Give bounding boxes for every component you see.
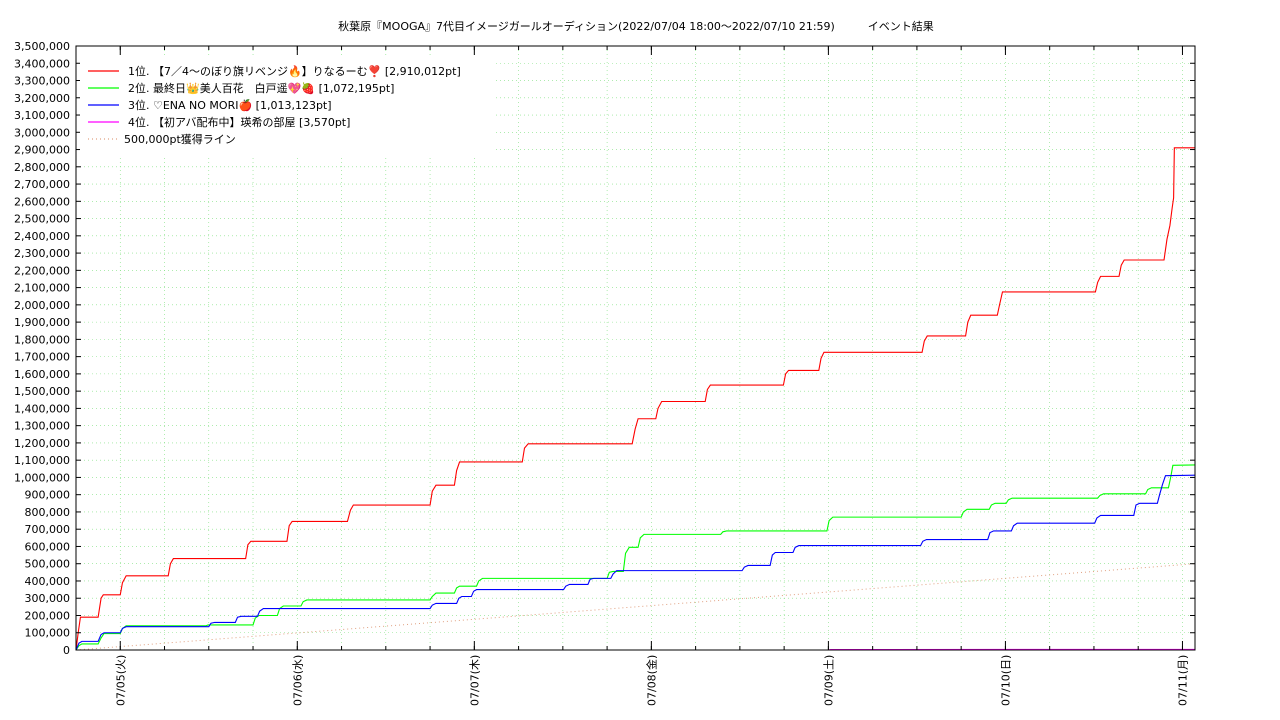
x-tick-label: 07/07(木)	[468, 655, 481, 706]
y-tick-label: 2,900,000	[14, 144, 70, 157]
chart-title: 秋葉原『MOOGA』7代目イメージガールオーディション(2022/07/04 1…	[338, 19, 934, 33]
legend-label-5: 500,000pt獲得ライン	[124, 133, 236, 146]
y-tick-label: 2,200,000	[14, 264, 70, 277]
y-tick-label: 1,900,000	[14, 316, 70, 329]
y-tick-label: 1,700,000	[14, 351, 70, 364]
y-tick-label: 2,300,000	[14, 247, 70, 260]
y-tick-label: 2,600,000	[14, 195, 70, 208]
y-tick-label: 1,200,000	[14, 437, 70, 450]
y-tick-label: 3,000,000	[14, 126, 70, 139]
y-tick-label: 3,400,000	[14, 57, 70, 70]
y-tick-label: 2,000,000	[14, 299, 70, 312]
y-tick-label: 800,000	[25, 506, 71, 519]
y-tick-label: 2,700,000	[14, 178, 70, 191]
x-tick-label: 07/05(火)	[114, 655, 127, 706]
y-tick-label: 900,000	[25, 489, 71, 502]
series-line-2	[75, 464, 1196, 651]
y-tick-label: 1,600,000	[14, 368, 70, 381]
x-axis: 07/05(火) 07/06(水) 07/07(木) 07/08(金) 07/09(土)…	[75, 46, 1189, 706]
legend-box	[80, 56, 495, 156]
y-tick-label: 1,300,000	[14, 420, 70, 433]
series-line-1	[75, 147, 1195, 651]
y-tick-label: 1,500,000	[14, 385, 70, 398]
y-tick-label: 200,000	[25, 609, 71, 622]
y-tick-label: 500,000	[25, 558, 71, 571]
x-tick-label: 07/11(月)	[1176, 655, 1189, 706]
y-tick-label: 3,200,000	[14, 92, 70, 105]
plot-frame	[75, 45, 1196, 651]
x-tick-label: 07/09(土)	[822, 655, 835, 706]
y-tick-label: 0	[63, 644, 70, 657]
y-tick-label: 1,800,000	[14, 333, 70, 346]
legend-label-4: 4位. 【初アバ配布中】瑛希の部屋 [3,570pt]	[128, 115, 350, 129]
x-tick-label: 07/08(金)	[644, 655, 658, 706]
series-line-3	[75, 474, 1196, 651]
y-tick-label: 700,000	[25, 523, 71, 536]
series-lines	[75, 147, 1196, 651]
x-tick-label: 07/06(水)	[291, 655, 304, 706]
y-tick-label: 3,100,000	[14, 109, 70, 122]
y-tick-label: 600,000	[25, 540, 71, 553]
y-tick-label: 2,400,000	[14, 230, 70, 243]
y-tick-label: 400,000	[25, 575, 71, 588]
series-line-5	[75, 563, 1196, 651]
y-tick-label: 2,800,000	[14, 161, 70, 174]
legend-label-3: 3位. ♡ENA NO MORI🍎 [1,013,123pt]	[128, 98, 332, 112]
y-tick-label: 1,000,000	[14, 471, 70, 484]
y-tick-label: 1,400,000	[14, 402, 70, 415]
legend: 1位. 【7／4〜のぼり旗リベンジ🔥】りなるーむ❣️ [2,910,012pt]…	[88, 64, 461, 146]
y-tick-label: 100,000	[25, 627, 71, 640]
legend-label-2: 2位. 最終日👑美人百花 白戸遥💖🍓 [1,072,195pt]	[128, 81, 394, 95]
y-tick-label: 1,100,000	[14, 454, 70, 467]
y-tick-label: 3,300,000	[14, 75, 70, 88]
y-tick-label: 3,500,000	[14, 40, 70, 53]
x-tick-label: 07/10(日)	[999, 655, 1012, 706]
y-tick-label: 2,500,000	[14, 213, 70, 226]
legend-label-1: 1位. 【7／4〜のぼり旗リベンジ🔥】りなるーむ❣️ [2,910,012pt]	[128, 64, 461, 78]
y-tick-label: 2,100,000	[14, 282, 70, 295]
y-axis: 0 100,000 200,000 300,000 400,000 500,000 600,…	[14, 40, 1195, 657]
y-tick-label: 300,000	[25, 592, 71, 605]
